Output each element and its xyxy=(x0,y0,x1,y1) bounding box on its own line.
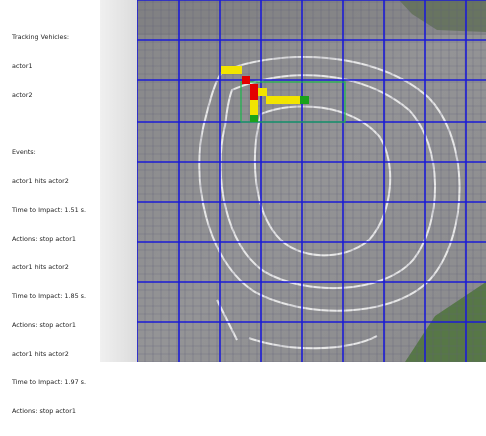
event-line: actor1 hits actor2 xyxy=(12,176,69,185)
actor1-cell xyxy=(221,66,242,74)
tracking-vehicles-block: Tracking Vehicles: actor1 actor2 xyxy=(12,14,69,120)
event-line: Actions: stop actor1 xyxy=(12,234,76,243)
contact-cell xyxy=(300,96,309,104)
actor1-cell xyxy=(258,88,267,96)
event-line: actor1 hits actor2 xyxy=(12,349,69,358)
events-block: Events: actor1 hits actor2 Time to Impac… xyxy=(12,129,86,436)
event-line: Time to Impact: 1.97 s. xyxy=(12,378,87,387)
parking-area xyxy=(137,0,486,35)
aerial-background xyxy=(137,0,486,362)
event-line: Actions: stop actor1 xyxy=(12,407,76,416)
tracking-title: Tracking Vehicles: xyxy=(12,33,69,42)
tracked-actor: actor2 xyxy=(12,90,33,99)
occupied-cells xyxy=(221,66,309,122)
event-line: actor1 hits actor2 xyxy=(12,263,69,272)
map-canvas xyxy=(137,0,486,362)
actor1-cell xyxy=(266,96,300,104)
coarse-grid xyxy=(137,0,486,362)
monitoring-zone-outline xyxy=(240,81,346,123)
actor2-cell xyxy=(250,92,258,100)
tracked-actor: actor1 xyxy=(12,61,33,70)
events-title: Events: xyxy=(12,148,36,157)
actor2-cell xyxy=(242,76,250,84)
event-line: Time to Impact: 1.85 s. xyxy=(12,292,87,301)
event-log-panel: Tracking Vehicles: actor1 actor2 Events:… xyxy=(0,0,100,415)
grass-patch xyxy=(399,0,486,32)
fine-grid xyxy=(137,0,486,362)
actor2-cell xyxy=(250,84,258,92)
actor1-cell xyxy=(250,100,258,116)
event-line: Time to Impact: 1.51 s. xyxy=(12,205,87,214)
panel-divider-shadow xyxy=(100,0,137,362)
contact-cell xyxy=(250,115,258,122)
event-line: Actions: stop actor1 xyxy=(12,320,76,329)
occupancy-grid-map[interactable] xyxy=(137,0,486,362)
